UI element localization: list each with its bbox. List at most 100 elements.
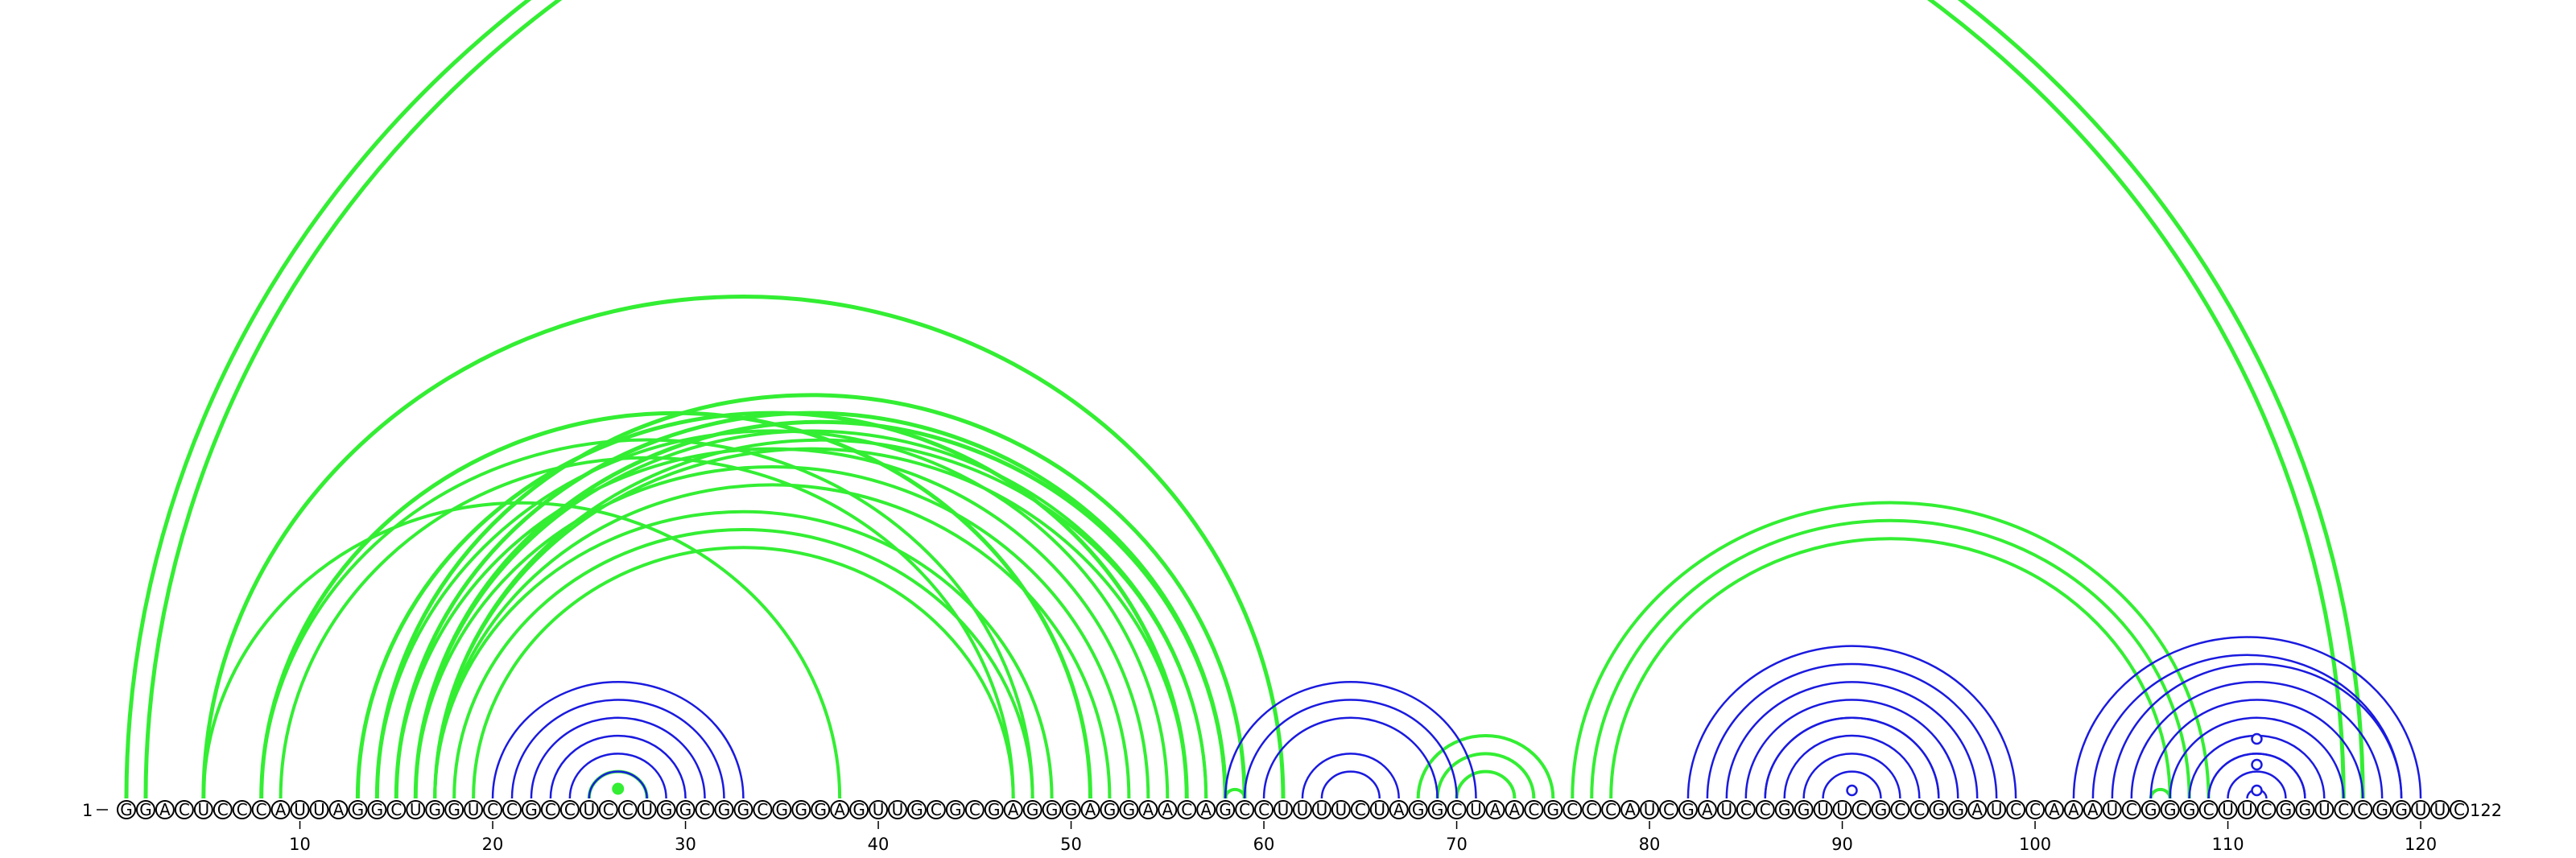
- nucleotide: C: [1582, 800, 1602, 819]
- nucleotide-letter: C: [179, 800, 190, 819]
- nucleotide: G: [945, 800, 965, 819]
- nucleotide-circle: [1254, 800, 1274, 819]
- nucleotide: A: [1138, 800, 1158, 819]
- nucleotide: G: [1100, 800, 1120, 819]
- nucleotide: A: [155, 800, 175, 819]
- nucleotide-letter: U: [468, 800, 480, 819]
- blue-arc: [1725, 680, 1979, 799]
- nucleotide: C: [251, 800, 271, 819]
- nucleotide-letter: G: [1798, 800, 1810, 819]
- nucleotide-circle: [1813, 800, 1833, 819]
- nucleotide-circle: [1736, 800, 1756, 819]
- blue-arc: [2130, 680, 2384, 799]
- nucleotide: G: [1061, 800, 1081, 819]
- nucleotide-letter: G: [910, 800, 923, 819]
- nucleotide: C: [1235, 800, 1255, 819]
- blue-arc: [2091, 654, 2403, 799]
- nucleotide-letter: C: [217, 800, 229, 819]
- nucleotide-circle: [348, 800, 368, 819]
- nucleotide-circle: [869, 800, 889, 819]
- nucleotide-circle: [270, 800, 291, 819]
- nucleotide-letter: C: [1567, 800, 1578, 819]
- green-arc: [472, 546, 1015, 799]
- nucleotide: U: [309, 800, 329, 819]
- nucleotide-letter: C: [2260, 800, 2272, 819]
- nucleotide: C: [2449, 800, 2469, 819]
- nucleotide-circle: [2140, 800, 2161, 819]
- nucleotide-letter: U: [1335, 800, 1348, 819]
- tick-label: 110: [2212, 835, 2244, 854]
- nucleotide-letter: C: [1913, 800, 1925, 819]
- nucleotide: U: [1466, 800, 1486, 819]
- nucleotide-circle: [1235, 800, 1255, 819]
- nucleotide-letter: C: [622, 800, 634, 819]
- nucleotide-letter: U: [2415, 800, 2427, 819]
- nucleotide: G: [135, 800, 155, 819]
- nucleotide-letter: U: [1721, 800, 1733, 819]
- nucleotide: C: [617, 800, 638, 819]
- green-arc: [2149, 787, 2172, 799]
- nucleotide-letter: G: [1547, 800, 1560, 819]
- nucleotide-circle: [695, 800, 715, 819]
- nucleotide-letter: U: [873, 800, 885, 819]
- nucleotide-circle: [2198, 800, 2219, 819]
- blue-arc: [1224, 680, 1477, 799]
- nucleotide: U: [2218, 800, 2238, 819]
- nucleotide: C: [926, 800, 946, 819]
- nucleotide: G: [444, 800, 464, 819]
- nucleotide-letter: A: [333, 800, 345, 819]
- nucleotide-letter: C: [2010, 800, 2021, 819]
- nucleotide: G: [1929, 800, 1949, 819]
- nucleotide-circle: [2295, 800, 2315, 819]
- nucleotide-letter: C: [390, 800, 402, 819]
- nucleotide-letter: G: [679, 800, 692, 819]
- nucleotide-letter: G: [2376, 800, 2388, 819]
- nucleotide: C: [386, 800, 407, 819]
- nucleotide: C: [2025, 800, 2046, 819]
- nucleotide-letter: U: [641, 800, 653, 819]
- nucleotide-circle: [483, 800, 503, 819]
- green-arc: [433, 483, 1112, 799]
- nucleotide-circle: [2314, 800, 2334, 819]
- nucleotide-circle: [1389, 800, 1409, 819]
- nucleotide-circle: [1755, 800, 1775, 819]
- nucleotide-circle: [1350, 800, 1370, 819]
- nucleotide-letter: C: [2357, 800, 2368, 819]
- nucleotide-circle: [367, 800, 387, 819]
- nucleotide: C: [753, 800, 773, 819]
- nucleotide-letter: U: [1644, 800, 1656, 819]
- nucleotide-circle: [2237, 800, 2257, 819]
- nucleotide-letter: C: [1239, 800, 1250, 819]
- blue-arc: [549, 734, 687, 799]
- green-arc: [201, 294, 1286, 799]
- nucleotide-circle: [155, 800, 175, 819]
- nucleotide: G: [984, 800, 1004, 819]
- nucleotide: U: [1311, 800, 1331, 819]
- blue-arc: [588, 770, 648, 799]
- nucleotide-letter: U: [2241, 800, 2253, 819]
- tick-label: 50: [1060, 835, 1082, 854]
- nucleotide-letter: C: [1258, 800, 1269, 819]
- nucleotide-letter: G: [428, 800, 441, 819]
- nucleotide: G: [1871, 800, 1891, 819]
- nucleotide: U: [464, 800, 484, 819]
- nucleotide-letter: U: [1316, 800, 1328, 819]
- green-arc: [394, 447, 1150, 799]
- nucleotide: C: [1852, 800, 1872, 819]
- nucleotide-letter: U: [1470, 800, 1482, 819]
- nucleotide-circle: [791, 800, 811, 819]
- green-arc: [414, 464, 1131, 799]
- green-arc: [452, 527, 1034, 799]
- nucleotide: A: [830, 800, 850, 819]
- tick-label: 40: [868, 835, 890, 854]
- nucleotide: C: [483, 800, 503, 819]
- green-arc: [1571, 501, 2211, 799]
- nucleotide: C: [1524, 800, 1544, 819]
- nucleotide: G: [1678, 800, 1698, 819]
- nucleotide-circle: [1890, 800, 1910, 819]
- blue-arc: [2111, 662, 2403, 799]
- nucleotide: C: [1736, 800, 1756, 819]
- nucleotide-circle: [2006, 800, 2026, 819]
- nucleotide-circle: [135, 800, 155, 819]
- nucleotide-letter: C: [1181, 800, 1192, 819]
